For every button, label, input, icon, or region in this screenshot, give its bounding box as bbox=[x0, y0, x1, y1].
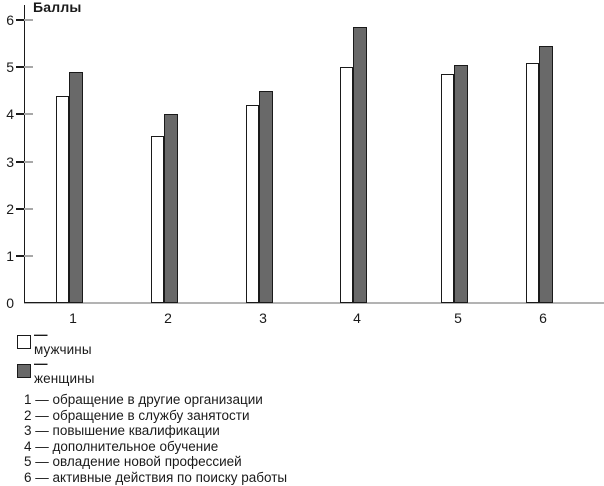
bar-женщины-3 bbox=[259, 91, 273, 303]
category-key-list: 1 — обращение в другие организации 2 — о… bbox=[24, 392, 287, 486]
bar-chart: Баллы 0 1 2 3 4 5 6 1 2 3 4 5 6 bbox=[6, 0, 604, 326]
category-key-item: 2 — обращение в службу занятости bbox=[24, 407, 250, 423]
category-key-item: 6 — активные действия по поиску работы bbox=[24, 469, 288, 485]
bar-женщины-6 bbox=[539, 46, 553, 303]
bar-мужчины-3 bbox=[246, 105, 259, 303]
x-axis-category-label-4: 4 bbox=[353, 310, 361, 326]
x-axis-origin-segment bbox=[24, 302, 81, 303]
category-key-item: 5 — овладение новой профессией bbox=[24, 454, 242, 470]
y-axis-tick-4 bbox=[16, 113, 33, 116]
legend-dash: — bbox=[34, 356, 48, 371]
x-axis-category-label-2: 2 bbox=[164, 310, 172, 326]
legend-swatch-men bbox=[17, 335, 31, 349]
x-axis-category-label-5: 5 bbox=[454, 310, 462, 326]
bar-мужчины-1 bbox=[56, 96, 69, 303]
y-axis-line bbox=[24, 5, 25, 304]
x-axis-category-label-6: 6 bbox=[539, 310, 547, 326]
y-axis-tick-5 bbox=[16, 66, 33, 69]
x-axis-line bbox=[24, 302, 604, 304]
category-key-item: 3 — повышение квалификации bbox=[24, 423, 220, 439]
legend-text-men: мужчины bbox=[34, 342, 92, 357]
category-key-item: 1 — обращение в другие организации bbox=[24, 392, 263, 407]
y-axis-tick-label-5: 5 bbox=[6, 59, 14, 76]
y-axis-tick-label-2: 2 bbox=[6, 200, 14, 217]
bar-мужчины-6 bbox=[526, 63, 539, 303]
y-axis-tick-label-6: 6 bbox=[6, 12, 14, 29]
legend-label-men: — мужчины bbox=[34, 327, 92, 357]
bar-мужчины-5 bbox=[441, 74, 454, 303]
y-axis-tick-2 bbox=[16, 207, 33, 210]
y-axis-tick-3 bbox=[16, 160, 33, 163]
bar-мужчины-4 bbox=[340, 67, 353, 303]
y-axis-tick-label-0: 0 bbox=[6, 295, 14, 311]
bar-женщины-2 bbox=[164, 114, 178, 303]
legend-label-women: — женщины bbox=[34, 356, 95, 386]
y-axis-tick-label-4: 4 bbox=[6, 106, 14, 123]
x-axis-category-label-1: 1 bbox=[69, 310, 77, 326]
y-axis-tick-6 bbox=[16, 19, 33, 22]
x-axis-category-label-3: 3 bbox=[259, 310, 267, 326]
legend-swatch-women bbox=[17, 364, 31, 378]
bar-женщины-5 bbox=[454, 65, 468, 303]
y-axis-tick-1 bbox=[16, 254, 33, 257]
bar-женщины-4 bbox=[353, 27, 367, 303]
legend-item-women: — женщины bbox=[17, 356, 95, 386]
bar-мужчины-2 bbox=[151, 136, 164, 303]
category-key-item: 4 — дополнительное обучение bbox=[24, 438, 219, 454]
legend-text-women: женщины bbox=[34, 371, 95, 386]
y-axis-tick-label-1: 1 bbox=[6, 247, 14, 264]
y-axis-title: Баллы bbox=[33, 0, 82, 15]
legend-item-men: — мужчины bbox=[17, 327, 92, 357]
legend-dash: — bbox=[34, 327, 48, 342]
bar-женщины-1 bbox=[69, 72, 83, 303]
y-axis-tick-label-3: 3 bbox=[6, 153, 14, 170]
